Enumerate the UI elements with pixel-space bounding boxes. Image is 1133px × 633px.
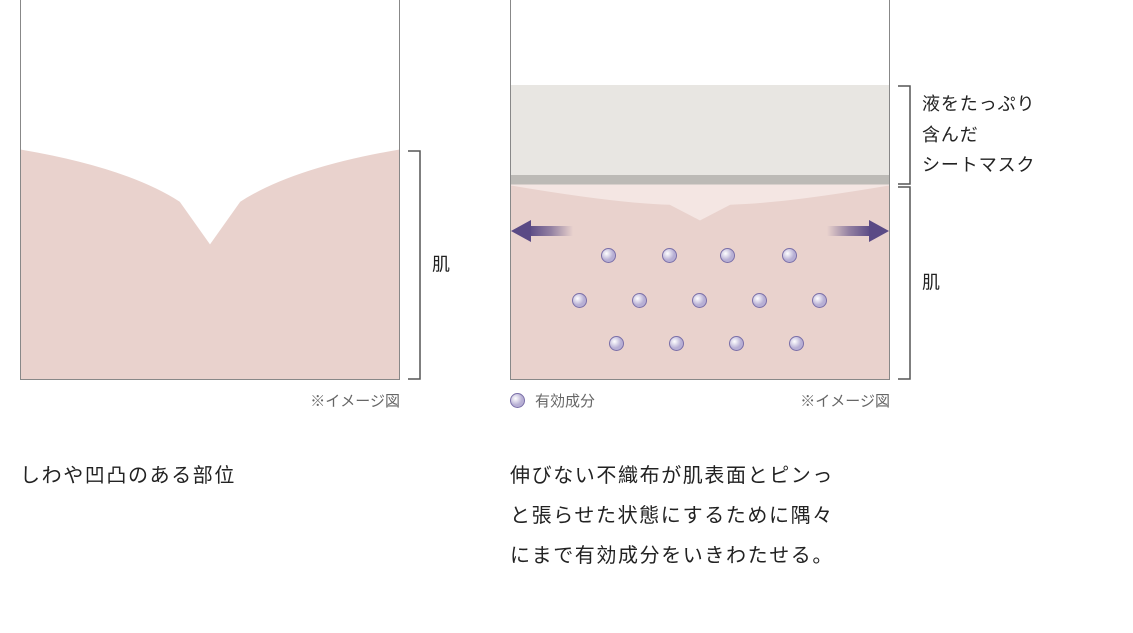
ingredient-dots xyxy=(511,0,889,379)
ingredient-dot xyxy=(812,293,827,308)
arrow-right-icon xyxy=(827,220,889,242)
ingredient-dot xyxy=(601,248,616,263)
footnote-text: ※イメージ図 xyxy=(800,390,890,411)
bracket-label: 肌 xyxy=(922,268,941,299)
ingredient-dot xyxy=(609,336,624,351)
legend-ingredient: 有効成分 xyxy=(510,390,595,411)
legend-dot-icon xyxy=(510,393,525,408)
caption-right: 伸びない不織布が肌表面とピンっ と張らせた状態にするために隅々 にまで有効成分を… xyxy=(510,456,890,576)
bracket-mask: 液をたっぷり 含んだ シートマスク xyxy=(898,85,912,185)
diagram-after xyxy=(510,0,890,380)
ingredient-dot xyxy=(692,293,707,308)
bracket-label: 肌 xyxy=(432,250,451,281)
ingredient-dot xyxy=(669,336,684,351)
ingredient-dot xyxy=(752,293,767,308)
legend-label: 有効成分 xyxy=(535,390,595,411)
bracket-skin: 肌 xyxy=(408,150,422,380)
panel-before: 肌 ※イメージ図 しわや凹凸のある部位 xyxy=(20,0,400,576)
brackets-right: 液をたっぷり 含んだ シートマスク 肌 xyxy=(898,0,1058,380)
ingredient-dot xyxy=(782,248,797,263)
caption-left: しわや凹凸のある部位 xyxy=(20,456,400,496)
arrow-left-icon xyxy=(511,220,573,242)
diagram-before xyxy=(20,0,400,380)
ingredient-dot xyxy=(662,248,677,263)
footnote-text: ※イメージ図 xyxy=(310,390,400,411)
bracket-skin: 肌 xyxy=(898,186,912,380)
panel-after: 液をたっぷり 含んだ シートマスク 肌 有効成分 ※イメージ図 伸びない不織布が… xyxy=(510,0,890,576)
skin-shape-wrinkled xyxy=(21,0,399,379)
ingredient-dot xyxy=(572,293,587,308)
bracket-label: 液をたっぷり 含んだ シートマスク xyxy=(922,89,1035,181)
footnote-row-left: ※イメージ図 xyxy=(20,390,400,411)
ingredient-dot xyxy=(632,293,647,308)
footnote-row-right: 有効成分 ※イメージ図 xyxy=(510,390,890,411)
ingredient-dot xyxy=(789,336,804,351)
ingredient-dot xyxy=(729,336,744,351)
ingredient-dot xyxy=(720,248,735,263)
